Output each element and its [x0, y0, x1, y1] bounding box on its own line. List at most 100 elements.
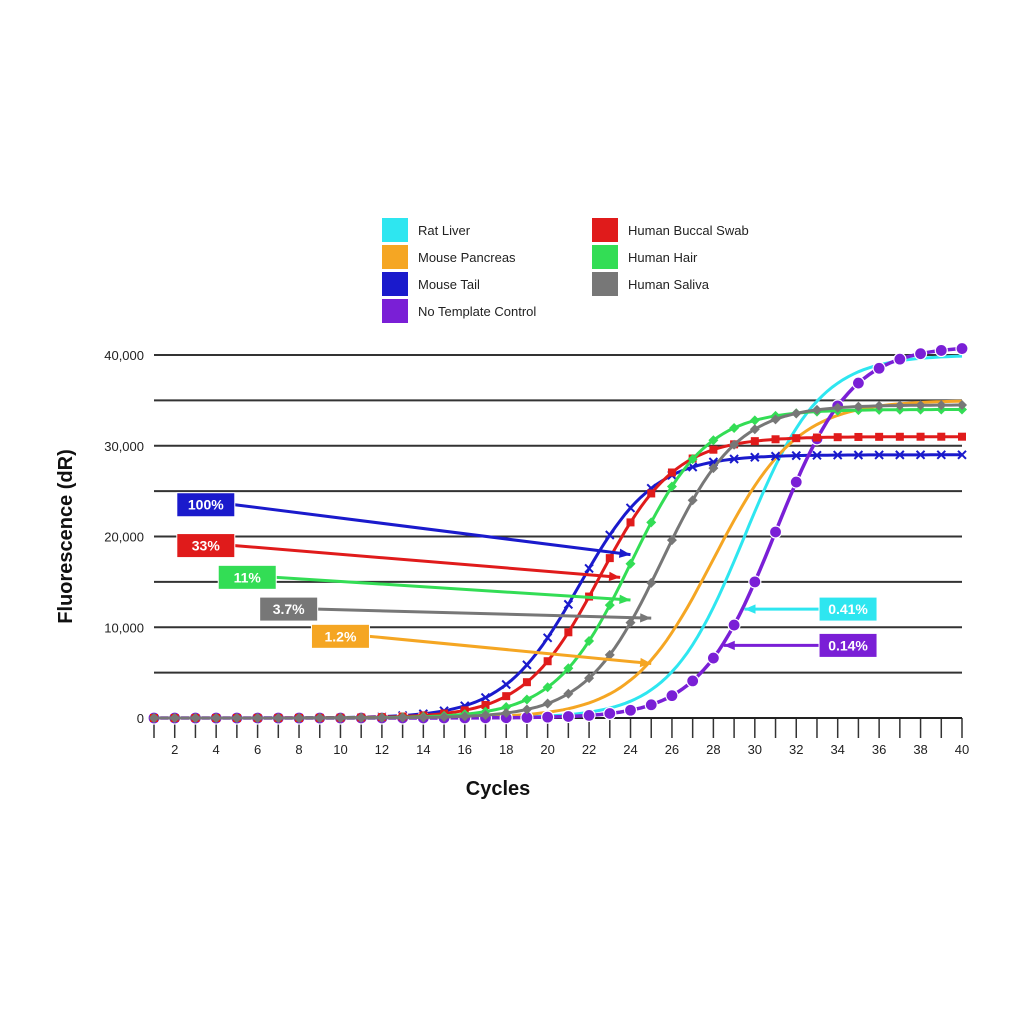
- y-tick-label: 40,000: [104, 348, 144, 363]
- data-point: [666, 535, 677, 546]
- data-point: [687, 454, 698, 465]
- data-point: [811, 404, 822, 415]
- x-tick-label: 24: [623, 742, 637, 757]
- data-point: [314, 712, 325, 723]
- legend-swatch: [382, 299, 408, 323]
- legend-label: Human Saliva: [628, 276, 709, 292]
- data-point: [603, 706, 617, 721]
- data-point: [832, 450, 843, 460]
- annotation-arrowhead: [639, 657, 652, 668]
- data-point: [833, 433, 842, 442]
- data-point: [522, 678, 531, 687]
- data-point: [294, 712, 305, 723]
- data-point: [644, 698, 658, 712]
- data-point: [501, 702, 512, 713]
- data-point: [894, 400, 905, 411]
- data-point: [791, 408, 802, 419]
- data-point: [665, 689, 679, 703]
- data-point: [646, 517, 657, 528]
- data-point: [854, 432, 863, 441]
- x-tick-label: 6: [254, 742, 261, 757]
- x-tick-label: 4: [213, 742, 220, 757]
- data-point: [934, 343, 948, 358]
- data-point: [542, 682, 553, 693]
- data-point: [625, 503, 636, 513]
- annotation-arrow: [234, 503, 631, 557]
- data-point: [584, 635, 595, 646]
- data-point: [727, 618, 741, 632]
- legend-item: Mouse Pancreas: [382, 245, 516, 269]
- annotation-arrowhead: [723, 640, 735, 651]
- data-point: [481, 700, 490, 709]
- data-point: [480, 692, 491, 703]
- annotation-box: [176, 533, 236, 559]
- annotation-arrowhead: [608, 571, 621, 582]
- annotation-label: 1.2%: [325, 628, 357, 644]
- data-point: [748, 575, 762, 589]
- data-point: [666, 481, 677, 492]
- annotation-box: [259, 596, 319, 622]
- legend-label: Rat Liver: [418, 222, 471, 238]
- legend-item: Rat Liver: [382, 218, 470, 242]
- data-point: [874, 450, 884, 460]
- data-point: [625, 617, 636, 628]
- data-point: [563, 663, 574, 674]
- annotation-arrowhead: [619, 594, 631, 604]
- legend-item: No Template Control: [382, 299, 536, 323]
- data-point: [582, 708, 596, 722]
- data-point: [913, 347, 928, 361]
- data-point: [604, 649, 615, 660]
- data-point: [542, 698, 553, 709]
- x-tick-label: 8: [295, 742, 302, 757]
- data-point: [709, 445, 718, 454]
- y-tick-label: 0: [137, 711, 144, 726]
- data-point: [729, 439, 740, 450]
- data-point: [543, 657, 552, 666]
- data-point: [397, 712, 408, 723]
- x-tick-label: 14: [416, 742, 430, 757]
- data-point: [564, 628, 573, 637]
- x-tick-label: 38: [913, 742, 927, 757]
- data-point: [832, 402, 843, 413]
- data-point: [356, 712, 367, 723]
- data-point: [584, 563, 594, 574]
- x-tick-label: 40: [955, 742, 969, 757]
- annotation-box: [818, 632, 878, 658]
- legend: Rat Liver Mouse Pancreas Mouse Tail No Temp…: [382, 218, 802, 330]
- annotation-label: 33%: [192, 538, 221, 554]
- x-tick-label: 26: [665, 742, 679, 757]
- x-tick-label: 28: [706, 742, 720, 757]
- legend-item: Human Saliva: [592, 272, 709, 296]
- data-point: [686, 674, 700, 688]
- legend-label: Human Buccal Swab: [628, 222, 749, 238]
- x-tick-label: 2: [171, 742, 178, 757]
- data-point: [252, 712, 263, 723]
- x-tick-label: 16: [458, 742, 472, 757]
- data-point: [521, 704, 532, 715]
- data-point: [563, 688, 574, 699]
- data-point: [501, 679, 511, 690]
- x-tick-label: 36: [872, 742, 886, 757]
- data-point: [770, 414, 781, 425]
- data-point: [851, 376, 866, 390]
- annotation-arrowhead: [640, 613, 652, 623]
- data-point: [605, 530, 615, 540]
- data-point: [853, 450, 864, 460]
- data-point: [376, 712, 387, 723]
- data-point: [190, 712, 201, 723]
- x-tick-label: 30: [748, 742, 762, 757]
- annotation-box: [310, 623, 370, 649]
- data-point: [542, 633, 553, 643]
- annotation-arrowhead: [618, 548, 631, 558]
- data-point: [625, 558, 636, 569]
- data-point: [501, 708, 512, 719]
- data-point: [729, 422, 740, 433]
- annotation-box: [818, 596, 878, 622]
- legend-swatch: [592, 245, 618, 269]
- annotation-arrow: [369, 634, 652, 666]
- annotation-label: 100%: [188, 497, 224, 513]
- legend-swatch: [382, 245, 408, 269]
- data-point: [749, 415, 760, 426]
- legend-item: Human Buccal Swab: [592, 218, 749, 242]
